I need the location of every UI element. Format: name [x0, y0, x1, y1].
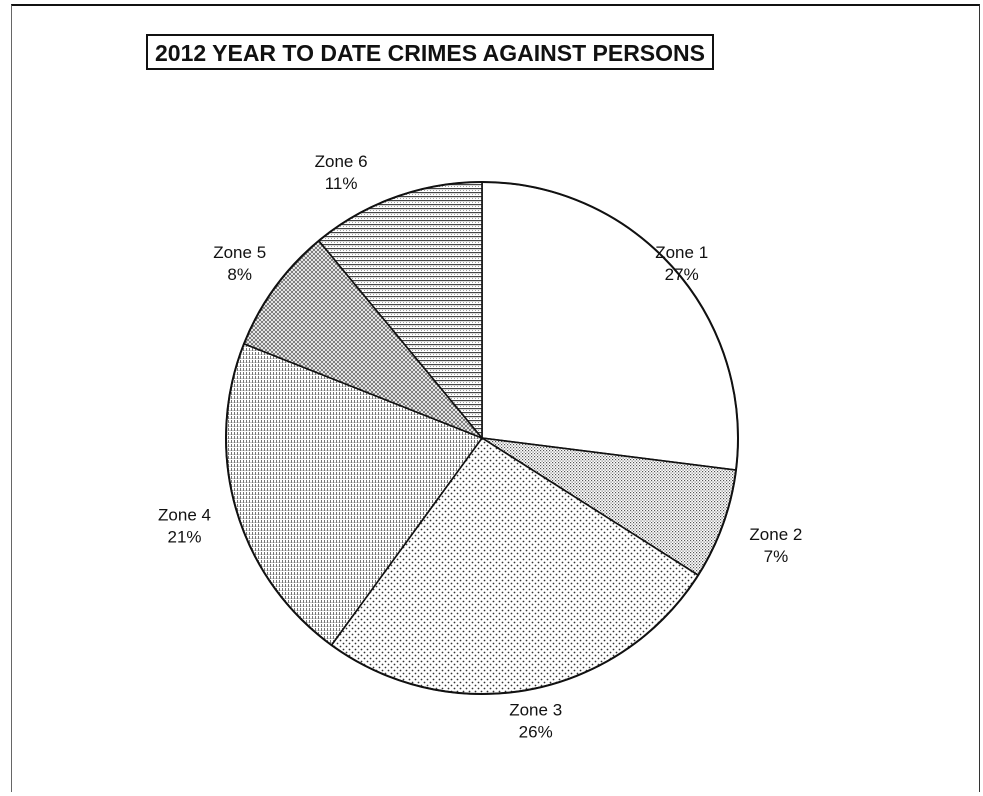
slice-label-category: Zone 4 [158, 505, 211, 524]
chart-title: 2012 YEAR TO DATE CRIMES AGAINST PERSONS [146, 34, 714, 70]
pie-slice-zone-1 [481, 181, 739, 471]
slice-label-category: Zone 6 [315, 152, 368, 171]
pie-slices [225, 181, 739, 695]
slice-label-percent: 27% [665, 265, 699, 284]
slice-label-category: Zone 3 [509, 701, 562, 720]
slice-label-category: Zone 2 [749, 525, 802, 544]
slice-label-percent: 21% [167, 527, 201, 546]
slice-label-percent: 11% [325, 174, 358, 193]
chart-frame [11, 4, 980, 792]
slice-label-percent: 8% [227, 265, 252, 284]
slice-label-category: Zone 5 [213, 243, 266, 262]
slice-label-percent: 7% [764, 547, 789, 566]
pie-outline [225, 181, 739, 695]
pie-labels: Zone 1 27% Zone 2 7% Zone 3 26% Zone 4 21% Zone … [158, 152, 802, 742]
slice-label-category: Zone 1 [655, 243, 708, 262]
slice-label-percent: 26% [519, 723, 553, 742]
